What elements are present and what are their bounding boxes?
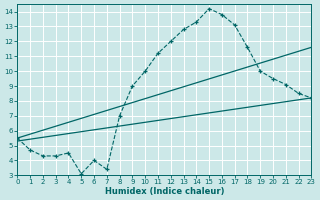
X-axis label: Humidex (Indice chaleur): Humidex (Indice chaleur) xyxy=(105,187,224,196)
